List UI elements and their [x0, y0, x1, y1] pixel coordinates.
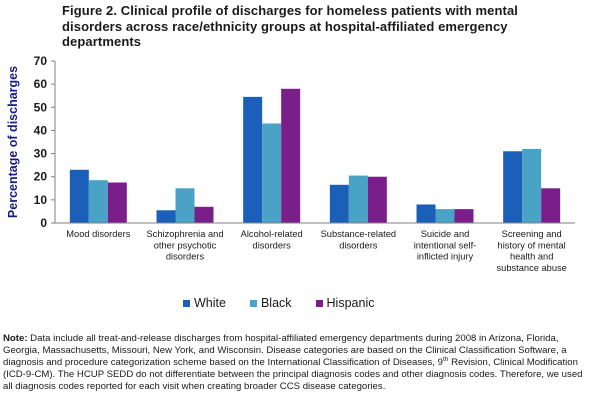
x-category-label-line: inflicted injury	[417, 252, 474, 262]
bar-white	[503, 151, 523, 223]
x-category-label: Substance-related disorders	[321, 229, 396, 250]
bar-white	[156, 210, 176, 223]
legend: White Black Hispanic	[183, 296, 374, 310]
x-category-label: Schizophrenia and other psychotic disorder…	[146, 229, 223, 262]
y-tick-label: 60	[34, 77, 48, 91]
x-category-label-line: disorders	[166, 252, 205, 262]
x-category-label-line: Substance-related	[321, 229, 396, 239]
y-tick-label: 0	[40, 216, 47, 230]
x-category-label-line: other psychotic	[154, 240, 217, 250]
y-axis-title: Percentage of discharges	[6, 66, 20, 218]
legend-swatch	[183, 299, 190, 307]
bar-white	[416, 204, 436, 223]
x-category-label-line: substance abuse	[497, 263, 567, 273]
x-category-label: Suicide and intentional self-inflicted in…	[414, 229, 477, 262]
legend-swatch	[249, 299, 257, 307]
bar-white	[329, 184, 349, 223]
bar-black	[88, 180, 108, 223]
bar-hispanic	[281, 88, 301, 224]
bar-white	[69, 169, 89, 223]
bars	[69, 88, 561, 224]
bar-black	[348, 175, 368, 223]
x-axis: Mood disorders Schizophrenia and other psy…	[55, 222, 575, 273]
x-category-label-line: disorders	[339, 240, 378, 250]
legend-label: Black	[260, 296, 292, 310]
legend-label: White	[194, 296, 226, 310]
bar-black	[175, 188, 195, 223]
y-tick-label: 10	[34, 193, 48, 207]
bar-black	[435, 209, 455, 223]
x-category-label-line: Schizophrenia and	[146, 229, 223, 239]
y-tick-label: 70	[34, 54, 48, 68]
x-category-label: Alcohol-related disorders	[241, 229, 303, 250]
bar-chart: 0 10 20 30 40 50 60 70 Mood disorders Schizophre…	[6, 54, 575, 273]
legend-item-hispanic: Hispanic	[315, 296, 375, 310]
note-label: Note:	[3, 333, 28, 344]
y-tick-label: 30	[34, 147, 48, 161]
bar-hispanic	[367, 176, 387, 223]
y-tick-label: 50	[34, 100, 48, 114]
bar-black	[262, 123, 282, 223]
x-category-label-line: health and	[510, 252, 553, 262]
bar-hispanic	[454, 209, 474, 223]
legend-item-black: Black	[249, 296, 292, 310]
x-category-label: Mood disorders	[66, 229, 130, 239]
bar-white	[243, 96, 263, 223]
note-text-part2: Revision, Clinical Modification (ICD-9-C…	[3, 356, 583, 392]
x-category-label-line: Mood disorders	[66, 229, 130, 239]
y-tick-label: 20	[34, 170, 48, 184]
x-category-label: Screening and history of mental health and…	[497, 229, 567, 273]
figure-title: Figure 2. Clinical profile of discharges…	[62, 3, 518, 49]
x-category-label-line: Suicide and	[421, 229, 470, 239]
note: Note: Data include all treat-and-release…	[3, 333, 593, 393]
y-tick-label: 40	[34, 123, 48, 137]
x-category-label-line: disorders	[253, 240, 292, 250]
bar-hispanic	[107, 182, 127, 223]
note-text-part1: Data include all treat-and-release disch…	[3, 333, 567, 368]
x-category-label-line: Alcohol-related	[241, 229, 303, 239]
legend-swatch	[315, 299, 323, 307]
legend-item-white: White	[183, 296, 226, 310]
bar-hispanic	[541, 188, 561, 223]
x-category-label-line: Screening and	[502, 229, 562, 239]
y-axis: 0 10 20 30 40 50 60 70	[34, 54, 56, 230]
note-superscript: th	[442, 355, 449, 363]
bar-hispanic	[194, 206, 214, 223]
x-category-label-line: intentional self-	[414, 240, 477, 250]
legend-label: Hispanic	[326, 296, 375, 310]
bar-black	[522, 148, 542, 223]
x-category-label-line: history of mental	[498, 240, 566, 250]
